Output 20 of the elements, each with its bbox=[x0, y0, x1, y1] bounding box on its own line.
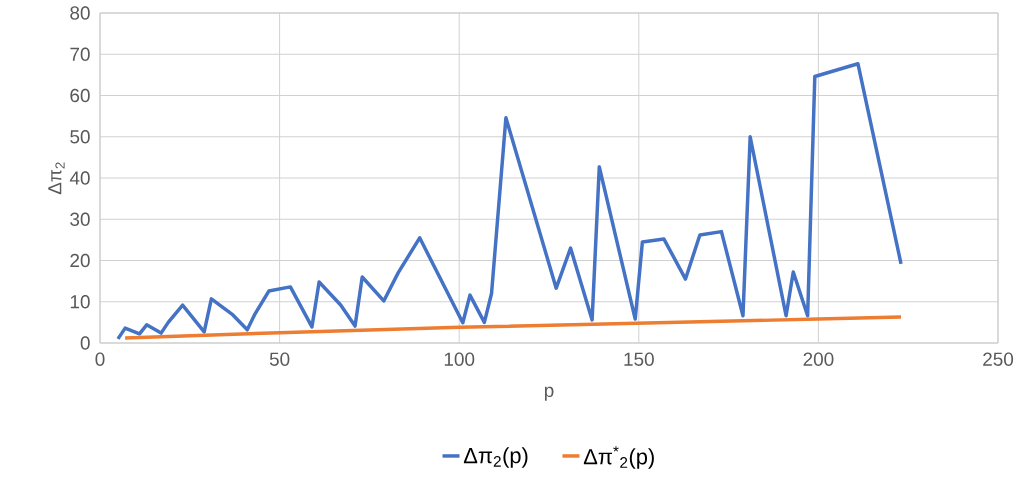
legend-label: Δπ$_{2}$(p) bbox=[463, 447, 528, 468]
y-tick-label: 30 bbox=[70, 212, 90, 226]
y-tick-label: 40 bbox=[69, 171, 90, 185]
y-tick-label: 20 bbox=[70, 253, 90, 268]
y-tick-label: 70 bbox=[70, 47, 90, 61]
x-tick-label: 0 bbox=[95, 352, 105, 366]
line-series bbox=[116, 61, 903, 341]
x-tick-label: 50 bbox=[269, 352, 290, 366]
y-tick-label: 50 bbox=[70, 130, 90, 144]
x-tick-label: 100 bbox=[444, 352, 475, 366]
x-tick-label: 150 bbox=[624, 352, 654, 366]
x-tick-label: 250 bbox=[983, 352, 1014, 366]
y-tick-label: 60 bbox=[70, 88, 90, 103]
y-tick-label: 80 bbox=[70, 6, 90, 20]
x-tick-label: 200 bbox=[803, 352, 834, 366]
y-tick-label: 0 bbox=[80, 336, 90, 350]
legend-label: Δπ$^{*}$$_{2}$(p) bbox=[583, 446, 654, 469]
y-tick-label: 10 bbox=[70, 295, 90, 309]
x-axis-title: p bbox=[544, 386, 554, 401]
y-axis-title: Δπ$_{2}$ bbox=[48, 162, 65, 195]
